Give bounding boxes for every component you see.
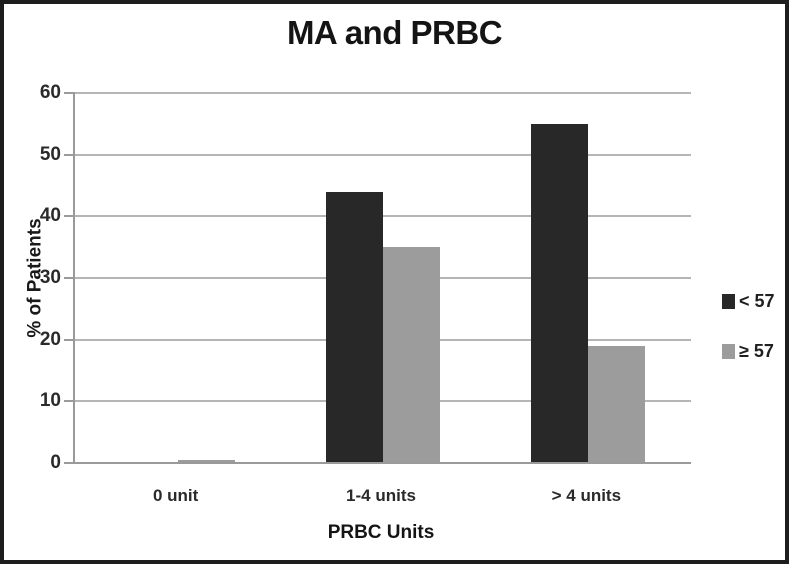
y-tick-mark-40	[64, 215, 75, 218]
chart-title: MA and PRBC	[286, 14, 503, 51]
gridline-60	[75, 92, 691, 94]
y-tick-label-10: 10	[39, 390, 61, 412]
legend: < 57 ≥ 57	[716, 4, 785, 560]
y-tick-mark-50	[64, 153, 75, 156]
y-tick-label-40: 40	[39, 205, 61, 227]
y-tick-mark-20	[64, 338, 75, 341]
legend-label: < 57	[739, 291, 775, 311]
y-tick-mark-60	[64, 92, 75, 94]
legend-entry-1: ≥ 57	[722, 341, 774, 362]
y-tick-label-20: 20	[39, 328, 61, 350]
y-tick-label-0: 0	[50, 452, 61, 473]
bar-series1-cat1	[383, 247, 440, 463]
x-axis-title: PRBC Units	[327, 522, 435, 543]
gridline-40	[75, 215, 691, 218]
bar-series1-cat2	[588, 345, 646, 463]
legend-swatch-icon	[722, 294, 735, 309]
x-axis-labels: 0 unit 1-4 units > 4 units	[73, 486, 689, 510]
x-tick-label-2: > 4 units	[551, 486, 622, 505]
bar-series0-cat1	[326, 191, 383, 463]
x-axis-line	[73, 462, 691, 464]
x-tick-label-0: 0 unit	[152, 486, 199, 505]
y-tick-label-50: 50	[39, 143, 61, 165]
legend-swatch-icon	[722, 344, 735, 359]
y-axis-labels: 0 10 20 30 40 50 60	[4, 82, 61, 473]
bar-series1-cat0	[177, 459, 235, 463]
bar-series0-cat2	[531, 123, 589, 463]
x-tick-label-1: 1-4 units	[346, 486, 416, 505]
y-tick-label-60: 60	[39, 82, 61, 103]
y-tick-mark-0	[64, 462, 75, 464]
plot-area	[64, 92, 691, 464]
y-tick-label-30: 30	[39, 267, 61, 288]
y-tick-mark-10	[64, 400, 75, 403]
y-tick-mark-30	[64, 277, 75, 279]
legend-label: ≥ 57	[739, 341, 774, 361]
gridline-50	[75, 153, 691, 156]
legend-entry-0: < 57	[722, 291, 775, 312]
